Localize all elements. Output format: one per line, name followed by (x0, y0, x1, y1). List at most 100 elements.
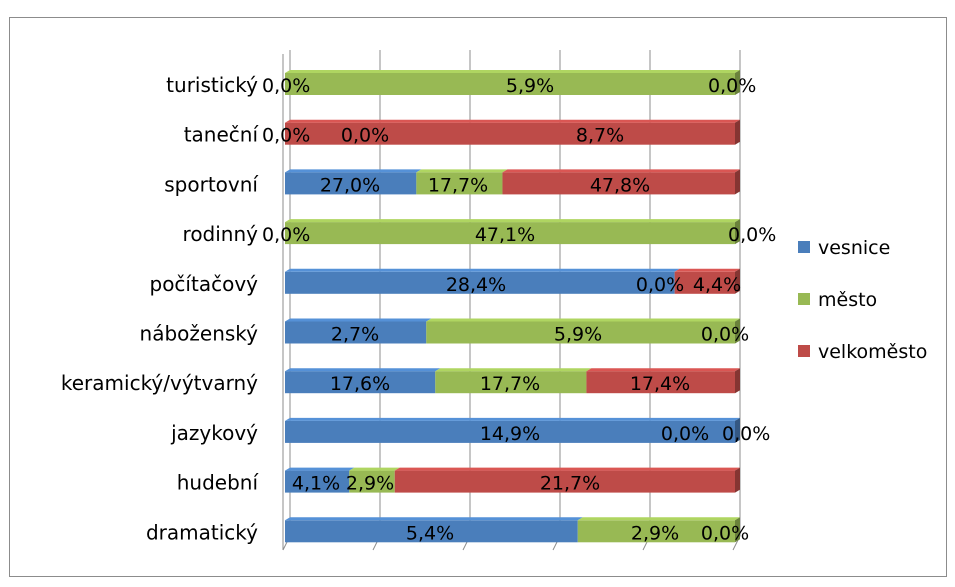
bar-face (416, 172, 503, 195)
legend-item: město (798, 289, 877, 311)
data-label: 4,4% (693, 274, 741, 296)
bar-face (285, 222, 735, 245)
bar-end (735, 219, 740, 245)
bar-segment (285, 119, 740, 145)
bar-face (586, 371, 735, 394)
bar-face (285, 520, 578, 543)
data-label: 0,0% (728, 224, 776, 246)
bar-top (285, 517, 583, 521)
data-label: 21,7% (540, 473, 600, 495)
data-label: 0,0% (708, 75, 756, 97)
data-label: 0,0% (636, 274, 684, 296)
bar-face (285, 172, 417, 195)
data-label: 0,0% (722, 423, 770, 445)
bar-top (285, 119, 740, 123)
data-label: 2,9% (346, 473, 394, 495)
bar-top (285, 417, 740, 421)
bar-top (285, 169, 422, 173)
data-label: 2,9% (631, 522, 679, 544)
bar-face (285, 321, 427, 344)
data-label: 27,0% (320, 174, 380, 196)
bars (285, 70, 740, 543)
category-label: náboženský (140, 322, 259, 346)
bar-end (735, 417, 740, 443)
bar-top (349, 467, 400, 471)
bar-segment (577, 517, 740, 543)
data-label: 2,7% (331, 324, 379, 346)
bar-top (502, 169, 740, 173)
bar-segment (285, 70, 740, 95)
data-label: 5,9% (554, 324, 602, 346)
bar-segment (502, 169, 740, 195)
bar-face (435, 371, 587, 394)
category-label: počítačový (150, 272, 259, 296)
legend-swatch (798, 293, 810, 305)
category-label: jazykový (170, 421, 258, 445)
data-label: 14,9% (480, 423, 540, 445)
bar-end (735, 517, 740, 543)
bar-face (349, 470, 395, 493)
data-label: 0,0% (701, 324, 749, 346)
bar-face (502, 172, 735, 195)
bar-top (577, 517, 740, 521)
category-label: taneční (184, 123, 260, 147)
bar-end (735, 318, 740, 344)
data-labels: 0,0% 5,9% 0,0% 0,0% 0,0% 8,7% 27,0% 17,7% 47,8% 0… (262, 75, 776, 544)
legend-item: vesnice (798, 237, 890, 259)
legend-item: velkoměsto (798, 341, 927, 363)
bar-top (285, 467, 355, 471)
bar-top (285, 219, 740, 223)
bar-top (285, 268, 680, 272)
bar-segment (285, 318, 432, 344)
bar-segment (285, 368, 441, 394)
bar-end (735, 70, 740, 95)
bar-face (285, 73, 735, 95)
bar-top (674, 268, 740, 272)
bar-segment (285, 219, 740, 245)
data-label: 17,7% (480, 373, 540, 395)
bar-segment (285, 417, 740, 443)
category-label: keramický/výtvarný (61, 371, 258, 395)
legend-swatch (798, 345, 810, 357)
data-label: 4,1% (292, 473, 340, 495)
category-label: hudební (177, 471, 260, 495)
bar-face (577, 520, 735, 543)
bar-segment (586, 368, 740, 394)
bar-end (735, 368, 740, 394)
category-label: rodinný (183, 222, 259, 246)
bar-segment (285, 268, 680, 294)
bar-top (586, 368, 740, 372)
bar-segment (349, 467, 400, 493)
legend-label: město (818, 289, 877, 311)
data-label: 8,7% (576, 125, 624, 147)
bar-face (285, 420, 735, 443)
legend-label: velkoměsto (818, 341, 927, 363)
legend-label: vesnice (818, 237, 890, 259)
bar-segment (416, 169, 508, 195)
bar-top (285, 70, 740, 73)
bar-face (285, 122, 735, 145)
data-label: 0,0% (661, 423, 709, 445)
category-label: sportovní (164, 172, 259, 196)
bar-face (426, 321, 735, 344)
bar-segment (435, 368, 592, 394)
data-label: 17,7% (428, 174, 488, 196)
bar-end (735, 169, 740, 195)
bar-face (285, 271, 675, 294)
data-label: 5,9% (506, 75, 554, 97)
bar-segment (285, 517, 583, 543)
bar-segment (285, 467, 355, 493)
bar-end (735, 268, 740, 294)
data-label: 0,0% (262, 224, 310, 246)
bar-segment (285, 169, 422, 195)
bar-face (285, 371, 436, 394)
bar-segment (426, 318, 740, 344)
bar-top (285, 368, 441, 372)
bar-end (735, 467, 740, 493)
bar-top (426, 318, 740, 322)
bar-face (285, 470, 350, 493)
bar-face (394, 470, 735, 493)
legend: vesnice město velkoměsto (798, 237, 927, 363)
bar-top (285, 318, 432, 322)
